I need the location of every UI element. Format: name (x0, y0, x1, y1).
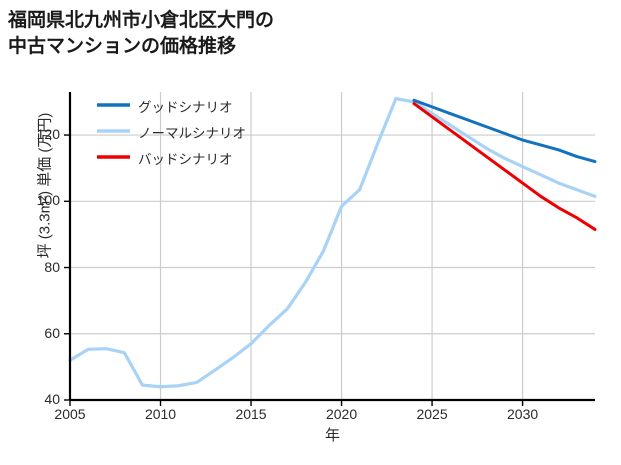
plot-background (70, 92, 595, 400)
chart-title-line2: 中古マンションの価格推移 (8, 36, 237, 57)
x-tick-label: 2025 (416, 406, 448, 422)
legend-swatches (97, 103, 130, 159)
series-lines (68, 97, 597, 389)
y-tick-label: 100 (36, 192, 60, 209)
tick-marks (64, 134, 524, 406)
chart-title-line1: 福岡県北九州市小倉北区大門の (8, 10, 275, 31)
legend-label-good: グッドシナリオ (138, 100, 233, 115)
y-tick-label: 60 (44, 324, 60, 341)
x-tick-label: 2005 (54, 406, 86, 422)
legend-label-normal: ノーマルシナリオ (138, 126, 246, 141)
x-axis-label: 年 (324, 427, 340, 444)
y-tick-label: 40 (44, 391, 60, 407)
y-axis-label: 坪 (3.3m²) 単価 (万円) (36, 112, 54, 259)
series-line-bad (412, 102, 597, 231)
x-tick-label: 2010 (144, 406, 177, 422)
y-tick-label: 120 (36, 126, 60, 143)
x-tick-label: 2015 (235, 406, 267, 422)
chart-title: 福岡県北九州市小倉北区大門の 中古マンションの価格推移 (8, 8, 488, 60)
x-tick-label: 2020 (325, 406, 358, 422)
x-tick-label: 2030 (507, 406, 539, 422)
y-tick-label: 80 (44, 258, 60, 275)
legend-label-bad: バッドシナリオ (138, 152, 233, 167)
series-line-good (412, 98, 597, 164)
series-line-normal (68, 97, 597, 389)
